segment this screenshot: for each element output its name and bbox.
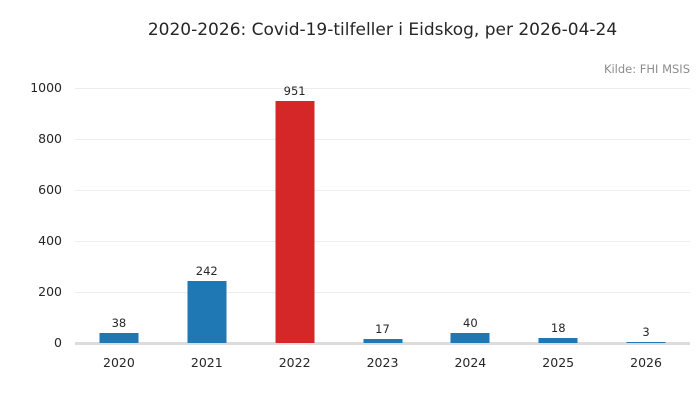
- bar-2026: [626, 342, 666, 343]
- bar-value-label-2021: 242: [195, 264, 218, 279]
- y-axis-tick-label-600: 600: [38, 182, 62, 197]
- bar-2020: [99, 333, 139, 343]
- bar-value-label-2023: 17: [375, 321, 390, 336]
- gridline-600: [75, 190, 690, 191]
- x-axis-label-2022: 2022: [278, 355, 311, 370]
- y-axis-tick-label-400: 400: [38, 233, 62, 248]
- bar-column-2026: 3: [626, 325, 666, 343]
- bar-column-2020: 38: [99, 316, 139, 343]
- bar-2024: [450, 332, 490, 343]
- chart-title: 2020-2026: Covid-19-tilfeller i Eidskog,…: [147, 20, 618, 40]
- gridline-400: [75, 241, 690, 242]
- gridline-1000: [75, 88, 690, 89]
- bar-2021: [187, 281, 227, 343]
- bar-value-label-2024: 40: [463, 315, 478, 330]
- gridline-800: [75, 139, 690, 140]
- x-axis-label-2026: 2026: [630, 355, 662, 370]
- bar-2025: [538, 338, 578, 343]
- y-axis-tick-label-0: 0: [54, 335, 62, 350]
- y-axis-tick-label-800: 800: [38, 131, 62, 146]
- y-axis-tick-label-200: 200: [38, 284, 62, 299]
- bar-column-2022: 951: [275, 83, 315, 343]
- bar-column-2025: 18: [538, 321, 578, 343]
- bar-value-label-2022: 951: [283, 83, 306, 98]
- y-axis-tick-label-1000: 1000: [30, 80, 62, 95]
- bar-2023: [363, 338, 402, 343]
- x-axis-baseline: [75, 341, 690, 345]
- gridline-200: [75, 292, 690, 293]
- x-axis: 2020 2021 2022 2023 2024 2025 2026: [75, 355, 690, 375]
- x-axis-label-2025: 2025: [542, 355, 575, 370]
- bar-2022: [275, 100, 315, 343]
- bar-value-label-2020: 38: [111, 316, 127, 331]
- plot-area: 38 242 951 17 40 18 3: [75, 84, 690, 345]
- bar-value-label-2026: 3: [642, 325, 650, 340]
- bar-column-2023: 17: [363, 322, 402, 343]
- y-axis: 0 200 400 600 800 1000: [0, 80, 62, 350]
- bar-value-label-2025: 18: [550, 321, 566, 336]
- source-note: Kilde: FHI MSIS: [603, 62, 690, 76]
- x-axis-label-2020: 2020: [103, 355, 135, 370]
- x-axis-label-2024: 2024: [454, 355, 487, 370]
- bar-column-2021: 242: [187, 264, 227, 343]
- x-axis-label-2023: 2023: [366, 355, 399, 370]
- x-axis-label-2021: 2021: [190, 355, 223, 370]
- bar-column-2024: 40: [450, 315, 490, 343]
